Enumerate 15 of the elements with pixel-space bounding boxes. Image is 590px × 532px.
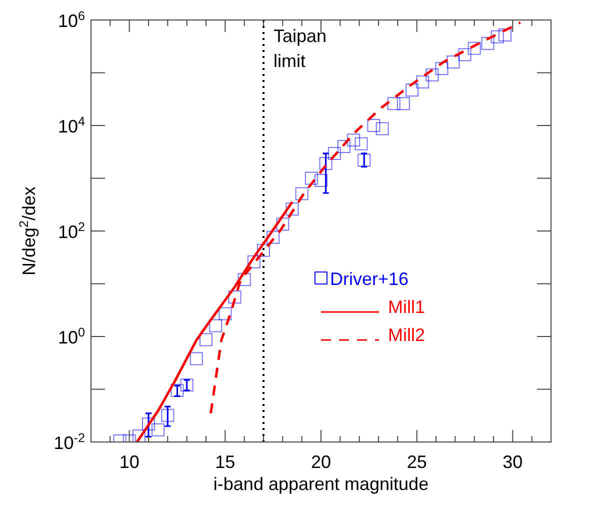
y-tick-label: 10$^{6}$ [58, 9, 85, 31]
y-tick-label: 10$^{-2}$ [54, 431, 85, 453]
y-tick-label: 10$^{2}$ [58, 220, 85, 242]
y-tick-label: 10$^{0}$ [58, 326, 85, 348]
x-axis-title: i-band apparent magnitude [213, 474, 429, 494]
x-tick-label: 20 [310, 452, 332, 472]
legend-label: Mill1 [388, 297, 426, 317]
x-tick-label: 25 [406, 452, 427, 472]
ref-line-label: Taipan limit [274, 26, 327, 71]
x-tick-label: 15 [215, 452, 236, 472]
x-tick-label: 30 [502, 452, 523, 472]
x-tick-label: 10 [119, 452, 140, 472]
legend-label: Driver+16 [330, 269, 409, 289]
legend-label: Mill2 [388, 325, 426, 345]
y-tick-label: 10$^{4}$ [58, 114, 85, 136]
